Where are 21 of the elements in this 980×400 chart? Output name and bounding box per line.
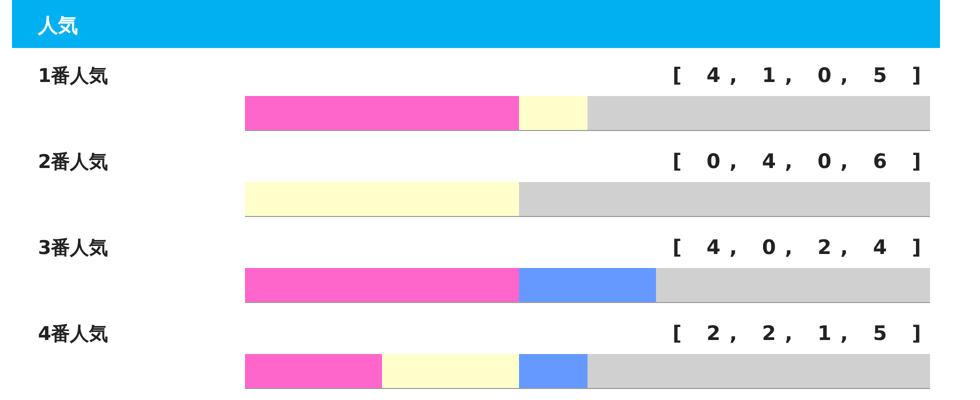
y-tick-label: 1番人気 [38, 65, 108, 87]
bar [519, 182, 930, 216]
bar [245, 182, 519, 216]
bar [656, 268, 930, 302]
bar [519, 268, 656, 302]
y-tick-label: 2番人気 [38, 151, 108, 173]
annotation: [ 4, 0, 2, 4 ] [672, 235, 930, 259]
bar [519, 96, 588, 130]
bar [245, 354, 382, 388]
annotation: [ 0, 4, 0, 6 ] [672, 149, 930, 173]
bar [382, 354, 519, 388]
bar [519, 354, 588, 388]
bar [588, 96, 930, 130]
annotation: [ 2, 2, 1, 5 ] [672, 321, 930, 345]
bar [245, 96, 519, 130]
annotation: [ 4, 1, 0, 5 ] [672, 63, 930, 87]
text: 人気 [37, 13, 78, 37]
bar [245, 268, 519, 302]
bar [588, 354, 930, 388]
y-tick-label: 4番人気 [38, 323, 108, 345]
y-tick-label: 3番人気 [38, 237, 108, 259]
